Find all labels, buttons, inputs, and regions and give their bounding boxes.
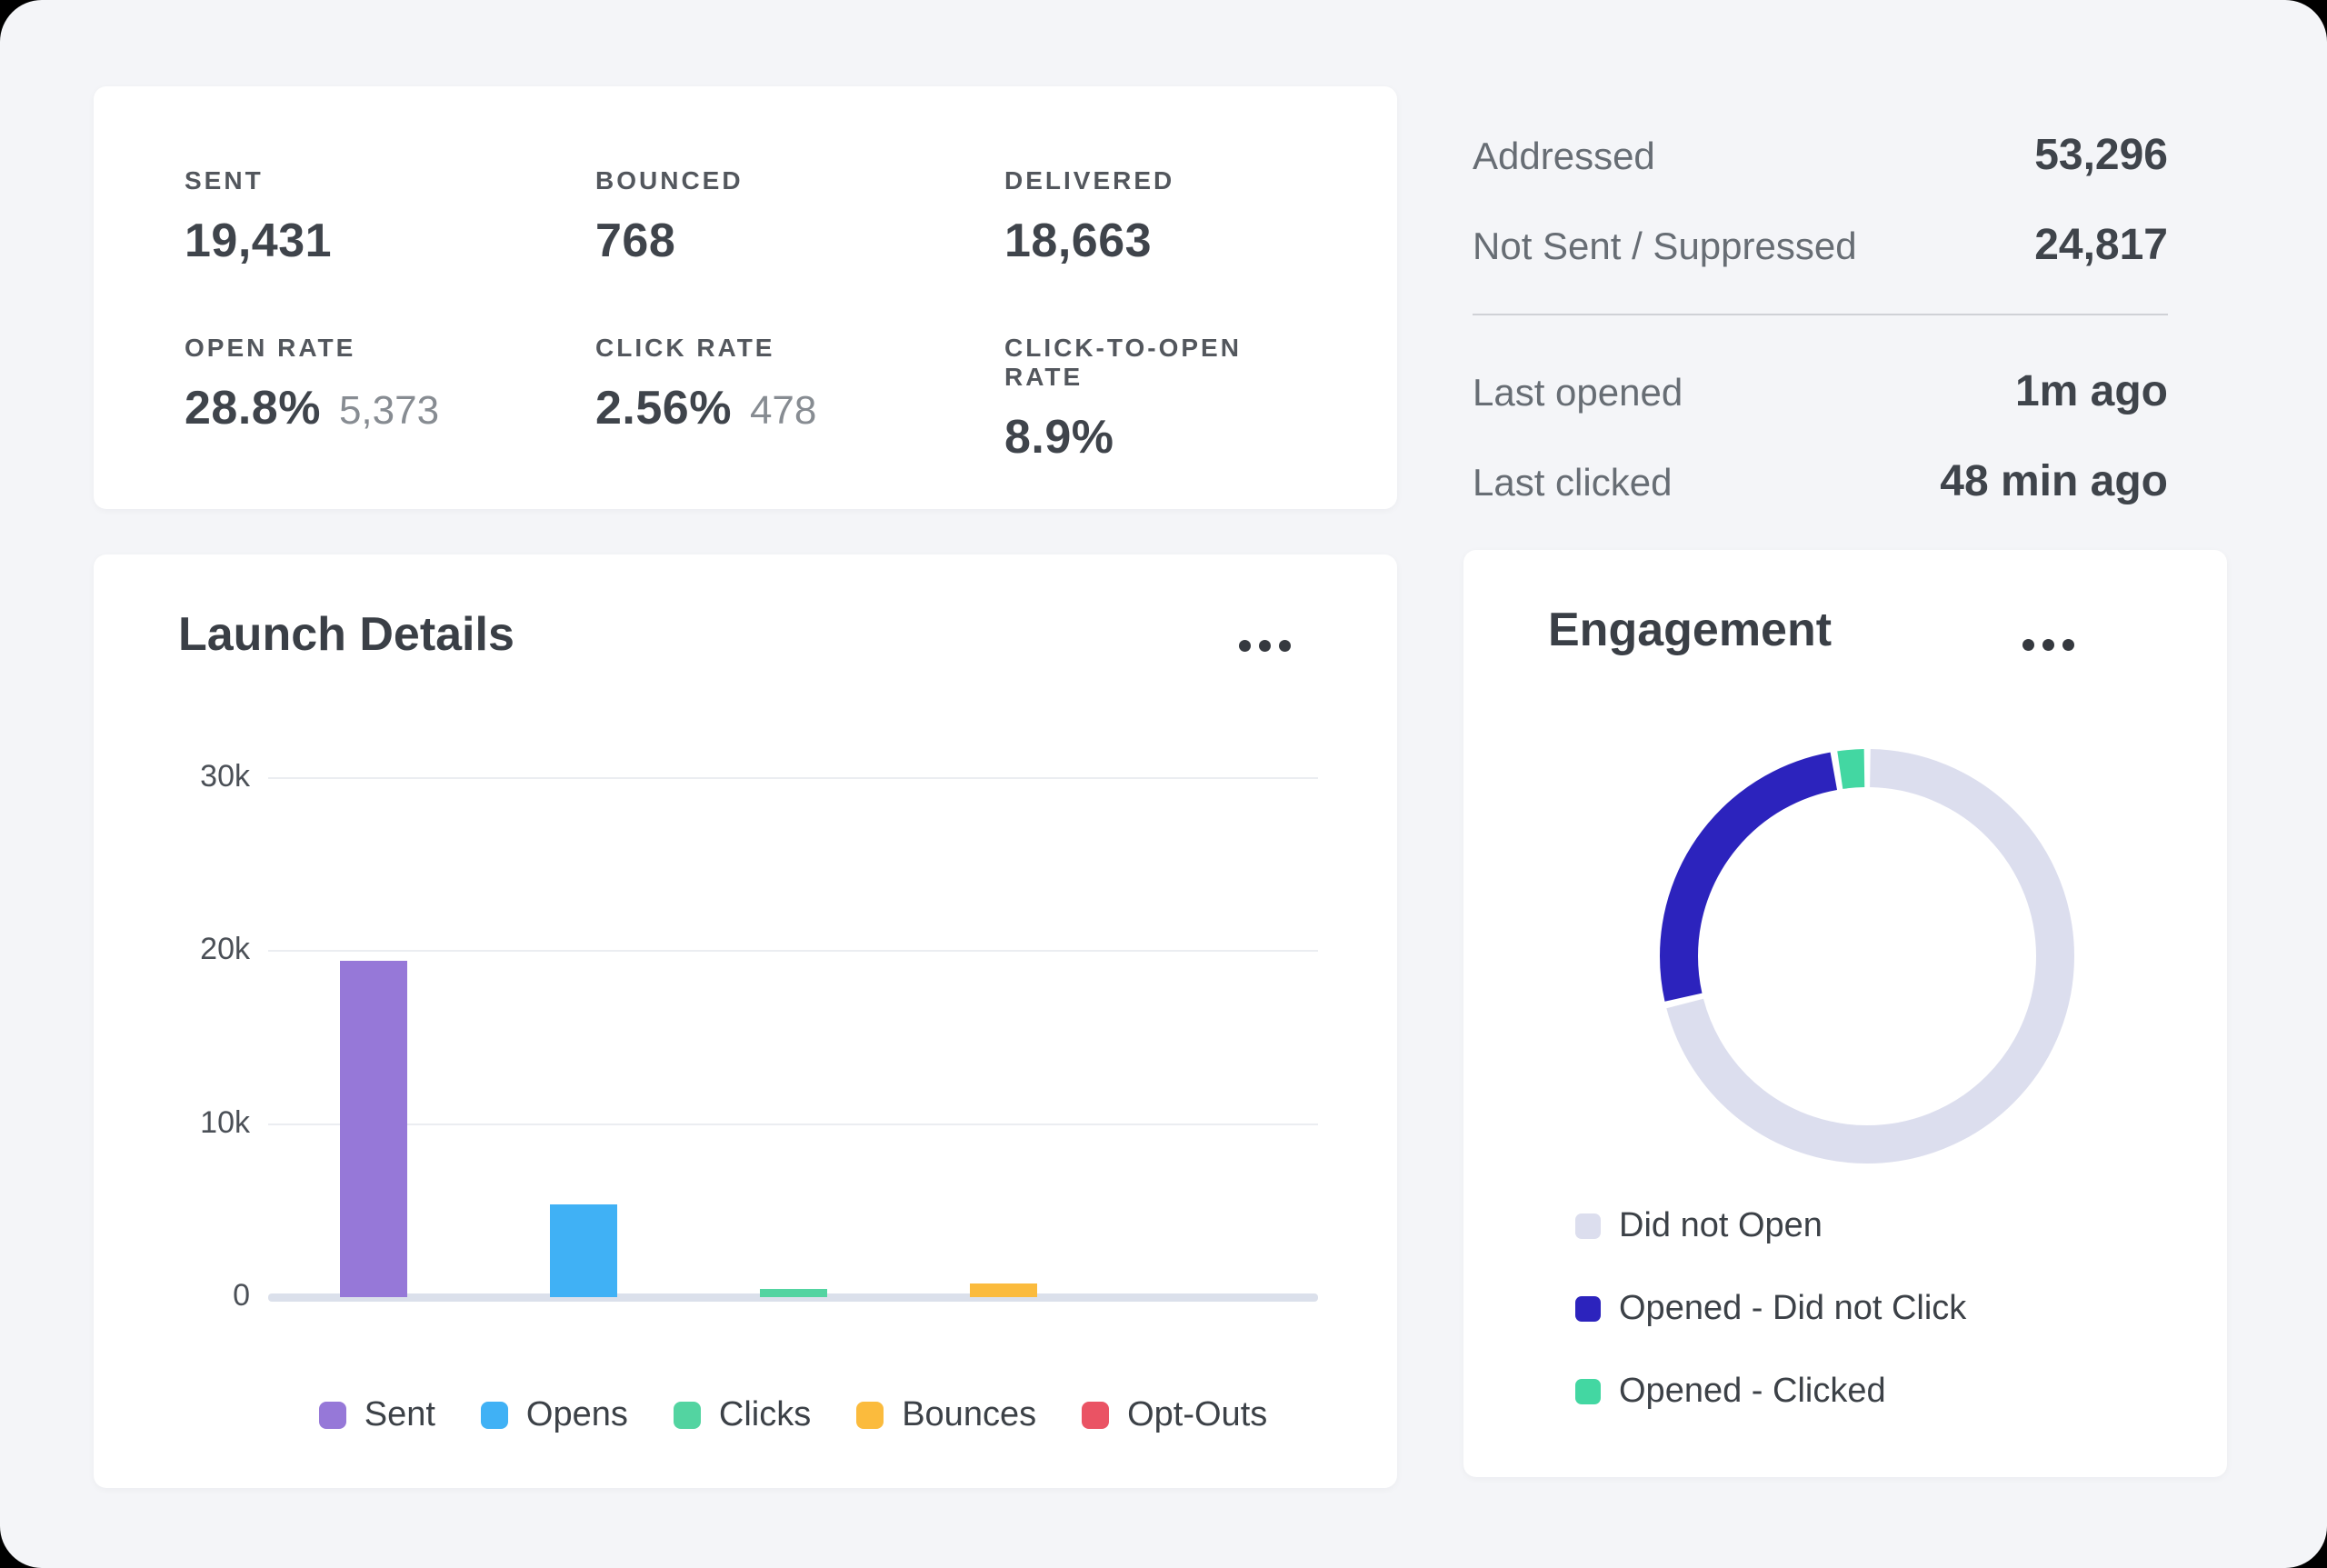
bar-sent [339, 960, 407, 1297]
stat-label: CLICK RATE [595, 334, 775, 362]
legend-item-opt-outs[interactable]: Opt-Outs [1082, 1395, 1267, 1434]
legend-label: Bounces [902, 1395, 1037, 1433]
bar-slot-sent [268, 777, 478, 1297]
legend-swatch-opened-did-not-click [1575, 1295, 1601, 1322]
summary-value: 24,817 [2034, 221, 2168, 269]
stat-value: 18,663 [1004, 215, 1153, 267]
bar-series [268, 777, 1318, 1297]
gridline-20k [268, 950, 1318, 952]
bar-chart-legend: Sent Opens Clicks Bounces Opt-Outs [268, 1395, 1318, 1434]
legend-item-opens[interactable]: Opens [480, 1395, 628, 1434]
stat-label: SENT [185, 166, 264, 195]
summary-panel: Addressed 53,296 Not Sent / Suppressed 2… [1473, 130, 2168, 546]
engagement-title: Engagement [1548, 604, 1833, 656]
summary-label: Last opened [1473, 371, 1683, 414]
overflow-menu-icon[interactable] [2013, 630, 2083, 660]
y-tick: 30k [200, 759, 250, 794]
legend-item-clicks[interactable]: Clicks [673, 1395, 812, 1434]
bar-chart-plot: 30k 20k 10k 0 [200, 759, 1318, 1313]
legend-item-did-not-open[interactable]: Did not Open [1575, 1206, 1966, 1245]
legend-label: Did not Open [1619, 1206, 1823, 1244]
stat-value: 8.9% [1004, 411, 1114, 464]
stat-click-to-open-rate: CLICK-TO-OPEN RATE 8.9% [1004, 334, 1306, 464]
summary-row-last-opened: Last opened 1m ago [1473, 366, 2168, 416]
legend-item-bounces[interactable]: Bounces [856, 1395, 1036, 1434]
bar-clicks [759, 1288, 827, 1297]
stat-sent: SENT 19,431 [185, 166, 595, 268]
legend-item-sent[interactable]: Sent [318, 1395, 435, 1434]
legend-item-opened-clicked[interactable]: Opened - Clicked [1575, 1372, 1966, 1411]
donut-legend: Did not Open Opened - Did not Click Open… [1575, 1206, 1966, 1411]
stat-label: CLICK-TO-OPEN RATE [1004, 334, 1242, 391]
legend-swatch-opened-clicked [1575, 1378, 1601, 1404]
donut-svg [1660, 749, 2074, 1164]
stat-value: 768 [595, 215, 676, 267]
summary-value: 48 min ago [1940, 457, 2168, 505]
stat-value: 2.56% [595, 382, 732, 434]
summary-divider [1473, 314, 2168, 315]
stat-value: 19,431 [185, 215, 333, 267]
stat-open-rate: OPEN RATE 28.8% 5,373 [185, 334, 595, 464]
stat-label: OPEN RATE [185, 334, 356, 362]
legend-swatch-clicks [673, 1401, 701, 1429]
engagement-card: Engagement Did not Open [1463, 550, 2227, 1477]
bar-bounces [969, 1283, 1037, 1297]
legend-swatch-did-not-open [1575, 1213, 1601, 1239]
summary-row-not-sent: Not Sent / Suppressed 24,817 [1473, 220, 2168, 270]
launch-details-card: Launch Details 30k 20k 10k 0 [94, 554, 1397, 1488]
summary-label: Addressed [1473, 135, 1655, 177]
legend-swatch-opt-outs [1082, 1401, 1110, 1429]
launch-details-title: Launch Details [178, 608, 514, 661]
stat-click-rate: CLICK RATE 2.56% 478 [595, 334, 1004, 464]
x-axis-baseline [268, 1293, 1318, 1302]
bar-slot-clicks [688, 777, 898, 1297]
stat-secondary: 478 [749, 388, 817, 433]
donut-segment-did-not-open [1660, 749, 2074, 1164]
summary-value: 1m ago [2014, 367, 2168, 415]
bar-slot-bounces [898, 777, 1108, 1297]
stat-secondary: 5,373 [338, 388, 440, 433]
engagement-donut-chart [1660, 749, 2074, 1164]
summary-value: 53,296 [2034, 131, 2168, 179]
stat-value: 28.8% [185, 382, 321, 434]
legend-label: Clicks [718, 1395, 812, 1433]
summary-row-last-clicked: Last clicked 48 min ago [1473, 456, 2168, 506]
y-tick: 20k [200, 932, 250, 966]
bar-slot-opt-outs [1108, 777, 1318, 1297]
y-tick: 0 [233, 1278, 250, 1313]
y-tick: 10k [200, 1105, 250, 1140]
legend-swatch-bounces [856, 1401, 884, 1429]
legend-swatch-opens [480, 1401, 508, 1429]
stat-label: BOUNCED [595, 166, 744, 195]
legend-label: Opens [525, 1395, 628, 1433]
legend-item-opened-did-not-click[interactable]: Opened - Did not Click [1575, 1289, 1966, 1328]
bar-slot-opens [478, 777, 688, 1297]
gridline-10k [268, 1124, 1318, 1125]
summary-label: Last clicked [1473, 461, 1673, 504]
legend-label: Opened - Clicked [1619, 1372, 1886, 1410]
summary-row-addressed: Addressed 53,296 [1473, 130, 2168, 180]
donut-segment-opened-did-not-click [1660, 749, 2074, 1164]
gridline-30k [268, 777, 1318, 779]
stat-label: DELIVERED [1004, 166, 1175, 195]
legend-label: Opt-Outs [1127, 1395, 1268, 1433]
stats-card: SENT 19,431 BOUNCED 768 DELIVERED 18,663 [94, 86, 1397, 509]
legend-label: Sent [364, 1395, 435, 1433]
summary-label: Not Sent / Suppressed [1473, 225, 1857, 267]
overflow-menu-icon[interactable] [1230, 631, 1300, 661]
stat-bounced: BOUNCED 768 [595, 166, 1004, 268]
stat-delivered: DELIVERED 18,663 [1004, 166, 1306, 268]
legend-swatch-sent [318, 1401, 346, 1429]
stats-grid: SENT 19,431 BOUNCED 768 DELIVERED 18,663 [185, 166, 1306, 464]
legend-label: Opened - Did not Click [1619, 1289, 1967, 1327]
bar-opens [549, 1203, 617, 1297]
